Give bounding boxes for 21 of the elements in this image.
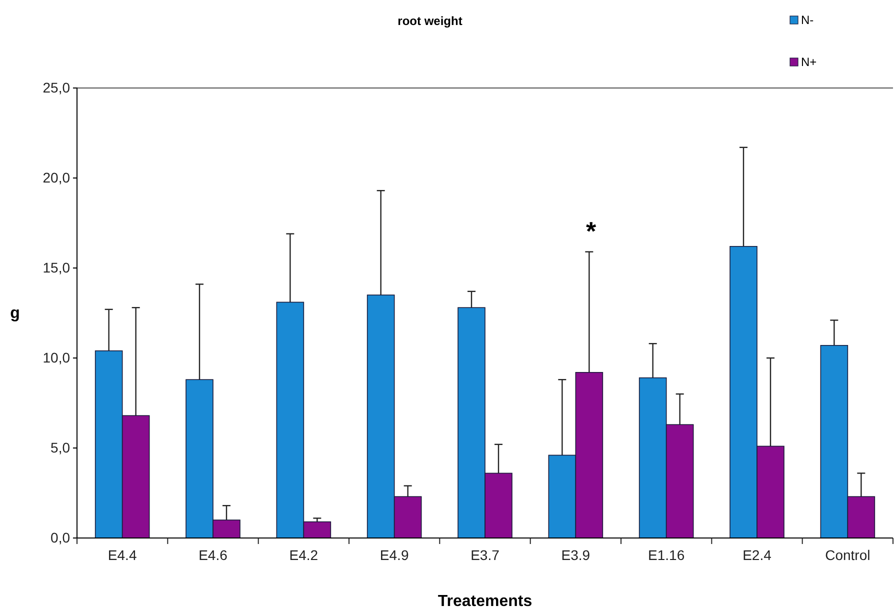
x-tick-label: E4.9 [380, 546, 409, 563]
x-tick-label: Control [825, 546, 870, 563]
x-tick-label: E4.6 [198, 546, 228, 563]
y-tick-label: 0,0 [50, 529, 70, 546]
x-tick-label: E4.4 [108, 546, 137, 563]
legend-label: N+ [801, 55, 817, 69]
chart-title: root weight [398, 14, 462, 28]
x-tick-label: E1.16 [648, 546, 685, 563]
x-tick-label: E2.4 [742, 546, 772, 563]
annotation: * [586, 216, 597, 246]
x-tick-label: E4.2 [289, 546, 318, 563]
x-tick-label: E3.9 [561, 546, 590, 563]
legend-label: N- [801, 13, 814, 27]
y-axis-title: g [10, 305, 20, 322]
y-tick-label: 10,0 [42, 349, 70, 366]
y-tick-label: 5,0 [50, 439, 70, 456]
y-tick-label: 25,0 [42, 79, 70, 96]
x-axis-title: Treatements [438, 593, 532, 610]
x-tick-label: E3.7 [470, 546, 500, 563]
y-tick-label: 15,0 [42, 259, 70, 276]
y-tick-label: 20,0 [42, 169, 70, 186]
